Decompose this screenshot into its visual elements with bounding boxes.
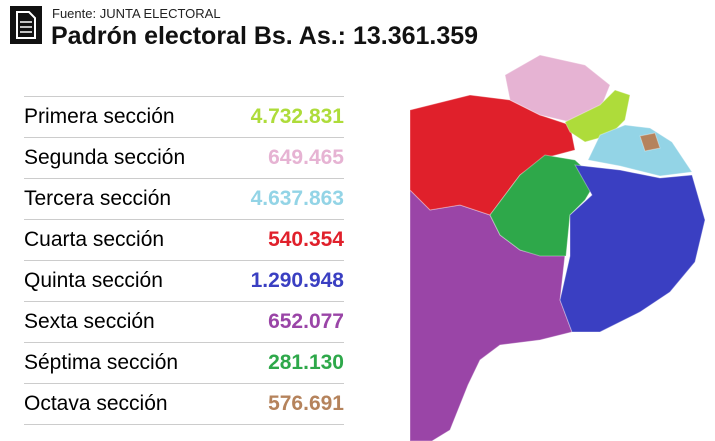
- section-name: Sexta sección: [24, 310, 155, 333]
- section-table: Primera sección 4.732.831 Segunda sección 6…: [24, 96, 344, 425]
- section-name: Tercera sección: [24, 187, 172, 210]
- source: Fuente: JUNTA ELECTORAL: [52, 6, 221, 21]
- section-row: Séptima sección 281.130: [24, 343, 344, 384]
- section-value: 576.691: [268, 392, 344, 415]
- section-row: Tercera sección 4.637.863: [24, 179, 344, 220]
- section-row: Segunda sección 649.465: [24, 138, 344, 179]
- section-row: Primera sección 4.732.831: [24, 96, 344, 138]
- section-name: Segunda sección: [24, 146, 186, 169]
- section-name: Séptima sección: [24, 351, 179, 374]
- section-row: Octava sección 576.691: [24, 384, 344, 425]
- section-name: Primera sección: [24, 105, 175, 128]
- section-row: Cuarta sección 540.354: [24, 220, 344, 261]
- section-name: Octava sección: [24, 392, 168, 415]
- section-value: 281.130: [268, 351, 344, 374]
- section-value: 4.637.863: [250, 187, 344, 210]
- section-name: Quinta sección: [24, 269, 163, 292]
- document-icon: [10, 6, 42, 44]
- section-value: 4.732.831: [250, 105, 344, 128]
- section-row: Sexta sección 652.077: [24, 302, 344, 343]
- section-row: Quinta sección 1.290.948: [24, 261, 344, 302]
- title: Padrón electoral Bs. As.: 13.361.359: [51, 22, 479, 50]
- section-name: Cuarta sección: [24, 228, 165, 251]
- section-value: 540.354: [268, 228, 344, 251]
- section-value: 652.077: [268, 310, 344, 333]
- section-value: 649.465: [268, 146, 344, 169]
- map: [409, 54, 706, 441]
- section-value: 1.290.948: [250, 269, 344, 292]
